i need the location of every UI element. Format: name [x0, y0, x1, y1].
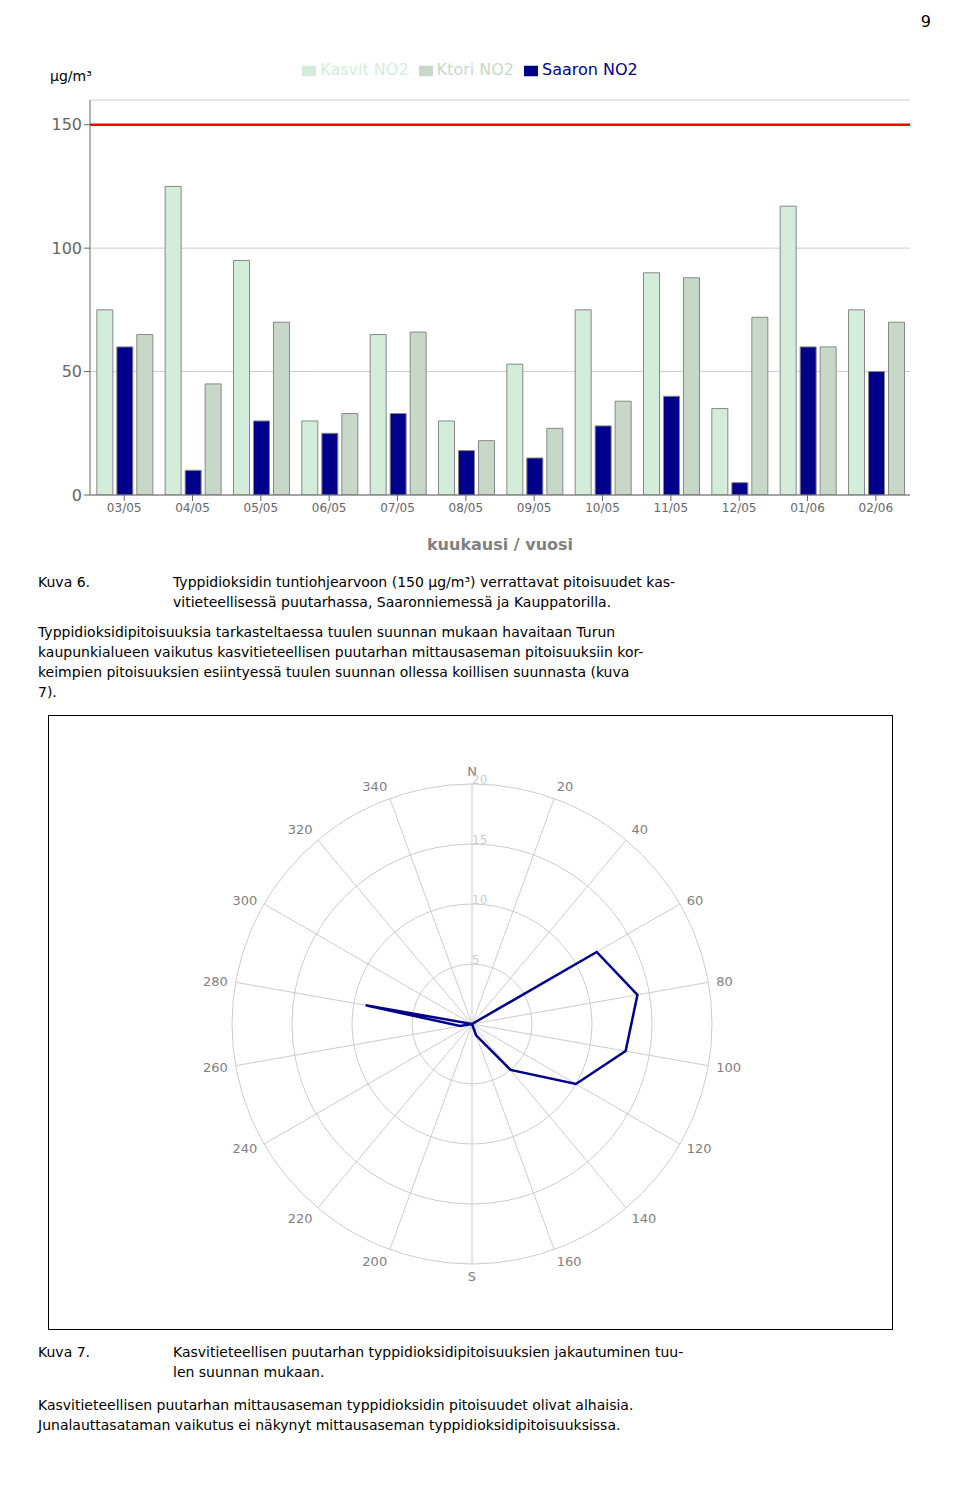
svg-text:80: 80: [716, 973, 733, 988]
svg-text:60: 60: [686, 892, 703, 907]
svg-text:0: 0: [72, 486, 82, 505]
html-text:Saaron NO2: Saaron NO2: [542, 60, 638, 79]
html-text:kaupunkialueen vaikutus kasvit: kaupunkialueen vaikutus kasvitieteellise…: [38, 644, 644, 660]
svg-text:100: 100: [51, 239, 82, 258]
svg-text:11/05: 11/05: [654, 501, 689, 515]
html-text:Kasvitieteellisen puutarhan mi: Kasvitieteellisen puutarhan mittausasema…: [38, 1397, 634, 1413]
svg-text:40: 40: [631, 822, 648, 837]
html-text:Kuva 6.: Kuva 6.: [38, 574, 90, 590]
svg-text:10/05: 10/05: [585, 501, 620, 515]
svg-text:120: 120: [686, 1140, 711, 1155]
svg-text:340: 340: [362, 778, 387, 793]
svg-text:20: 20: [472, 773, 487, 787]
svg-text:08/05: 08/05: [449, 501, 484, 515]
html-text:Kasvit NO2: Kasvit NO2: [320, 60, 409, 79]
html-text:keimpien pitoisuuksien esiinty: keimpien pitoisuuksien esiintyessä tuule…: [38, 664, 630, 680]
svg-text:kuukausi / vuosi: kuukausi / vuosi: [427, 535, 573, 554]
html-text:Kasvitieteellisen puutarhan ty: Kasvitieteellisen puutarhan typpidioksid…: [173, 1344, 684, 1360]
html-text:Typpidioksidipitoisuuksia tark: Typpidioksidipitoisuuksia tarkasteltaess…: [38, 624, 616, 640]
svg-text:260: 260: [202, 1059, 227, 1074]
svg-text:04/05: 04/05: [175, 501, 210, 515]
svg-text:240: 240: [232, 1140, 257, 1155]
svg-text:160: 160: [556, 1254, 581, 1269]
svg-text:N: N: [466, 763, 477, 779]
svg-text:S: S: [467, 1269, 475, 1284]
svg-text:02/06: 02/06: [859, 501, 894, 515]
html-text:Typpidioksidin tuntiohjearvoon: Typpidioksidin tuntiohjearvoon (150 μg/m…: [173, 574, 676, 590]
html-text:9: 9: [920, 12, 931, 31]
svg-text:07/05: 07/05: [380, 501, 415, 515]
svg-text:220: 220: [287, 1211, 312, 1226]
html-text:Junalauttasataman vaikutus ei: Junalauttasataman vaikutus ei näkynyt mi…: [38, 1417, 621, 1433]
svg-text:300: 300: [232, 892, 257, 907]
svg-text:280: 280: [202, 973, 227, 988]
html-text:len suunnan mukaan.: len suunnan mukaan.: [173, 1364, 325, 1380]
svg-text:140: 140: [631, 1211, 656, 1226]
svg-text:150: 150: [51, 115, 82, 134]
html-text:7).: 7).: [38, 684, 57, 700]
svg-text:100: 100: [716, 1059, 741, 1074]
svg-text:10: 10: [472, 893, 487, 907]
html-text:μg/m³: μg/m³: [50, 68, 92, 84]
html-text:Ktori NO2: Ktori NO2: [436, 60, 514, 79]
svg-text:5: 5: [472, 953, 480, 967]
svg-text:05/05: 05/05: [244, 501, 279, 515]
svg-text:320: 320: [287, 822, 312, 837]
svg-text:200: 200: [362, 1254, 387, 1269]
svg-text:50: 50: [62, 362, 82, 381]
svg-text:09/05: 09/05: [517, 501, 552, 515]
html-text:vitieteellisessä puutarhassa,: vitieteellisessä puutarhassa, Saaronniem…: [173, 594, 612, 610]
svg-text:15: 15: [472, 833, 487, 847]
svg-text:20: 20: [556, 778, 573, 793]
html-text:Kuva 7.: Kuva 7.: [38, 1344, 90, 1360]
svg-text:03/05: 03/05: [107, 501, 142, 515]
svg-text:01/06: 01/06: [790, 501, 825, 515]
svg-text:06/05: 06/05: [312, 501, 347, 515]
svg-text:12/05: 12/05: [722, 501, 757, 515]
